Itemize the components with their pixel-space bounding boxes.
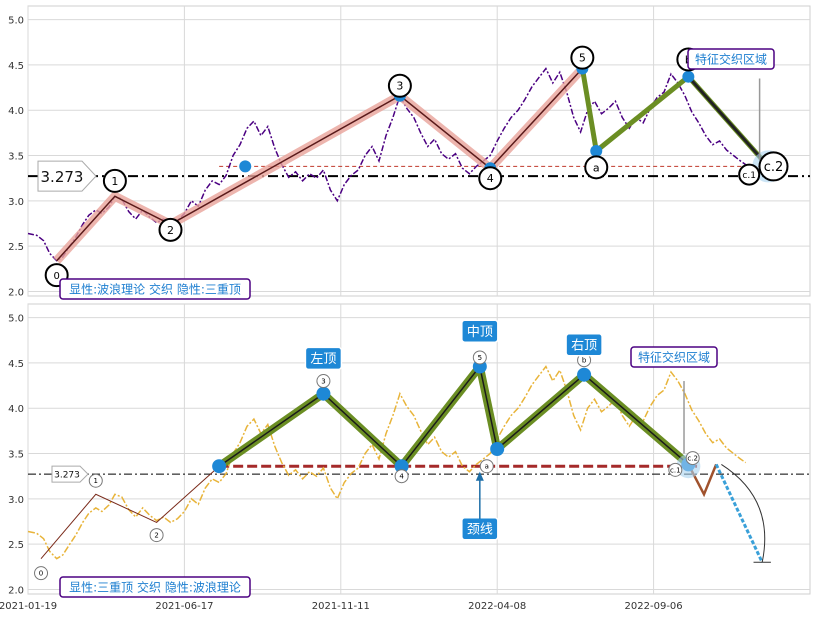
top-panel: 2.02.53.03.54.04.55.0012345abc.1c.23.273… [8,5,811,300]
y-tick-label: 2.0 [8,287,24,298]
impulse-wave-line [56,67,583,262]
wave-label: 1 [94,477,98,485]
pattern-label-left-top-box [304,346,343,371]
neckline-pointer-head [475,471,484,481]
wave-label: 4 [399,473,404,481]
x-tick-label: 2021-11-11 [312,601,370,612]
projection-line [714,463,764,563]
wave-label: 1 [111,175,118,188]
wave-thin-line [40,465,220,560]
pattern-label-right-top: 右顶 [571,338,597,353]
wave-label-circle [149,528,164,543]
wave-label-circle [478,166,503,191]
wave-label-circle [668,462,683,477]
wave-label: b [582,357,587,365]
wave-label-circle [685,451,700,466]
wave-label-circle [158,217,183,242]
pivot-marker [394,459,409,474]
y-tick-label: 3.5 [8,450,24,461]
wave-label: 0 [53,271,59,282]
wave-label-circle [738,163,761,186]
wave-label: c.2 [687,455,698,463]
wave-label: 2 [167,224,174,237]
bottom-panel: 2.0 2.5 3.0 3.5 4.0 4.5 5.0 2021-01-19 2021-06-1… [0,303,811,612]
y-tick-label: 3.0 [8,495,24,506]
y-tick-label: 5.0 [8,16,24,27]
y-tick-label: 2.5 [8,242,24,253]
price-series-line [27,365,747,560]
pivot-marker [590,145,603,157]
wave-label-circle [472,350,487,365]
wave-label: 5 [478,354,482,362]
reference-tag-label: 3.273 [54,471,80,481]
reference-tag-shape [37,160,97,192]
zone-label-box [687,48,775,70]
y-tick-label: 5.0 [8,314,24,325]
pattern-label-middle-top-box [461,319,499,343]
wave-label: c.1 [670,466,681,474]
projection-arc [721,463,766,563]
wave-label: c.2 [764,160,784,175]
y-tick-label: 4.5 [8,359,24,370]
wave-label-circle [387,73,412,98]
pivot-marker [316,386,331,401]
y-tick-label: 4.0 [8,404,24,415]
wave-label: 0 [39,570,43,578]
reference-tag-shape [51,465,89,483]
panel-caption: 显性:三重顶 交织 隐性:波浪理论 [69,579,241,594]
pivot-marker [490,442,505,456]
reference-tag-label: 3.273 [41,168,84,186]
pattern-label-middle-top: 中顶 [467,325,493,340]
pivot-marker [239,160,252,173]
pattern-label-right-top-box [565,333,603,357]
panel-caption-box [59,278,251,300]
x-tick-label: 2021-01-19 [0,601,57,612]
y-tick-label: 3.0 [8,197,24,208]
x-tick-label: 2022-09-06 [625,601,683,612]
wave-label-circle [88,473,103,488]
pattern-label-left-top: 左顶 [310,352,336,367]
wave-label-circle [316,374,331,389]
pivot-marker [577,367,592,382]
panel-caption-box [59,576,251,598]
wave-label-circle [102,168,127,193]
zone-label: 特征交织区域 [638,349,710,364]
wave-label-circle [479,459,494,474]
wave-label: 5 [579,52,586,65]
y-tick-label: 4.5 [8,61,24,72]
y-tick-label: 2.5 [8,540,24,551]
wave-label: a [593,161,600,174]
wave-label: 3 [321,378,325,386]
wave-label-circle [584,155,609,180]
wave-label: c.1 [742,171,756,181]
wave-label: 4 [487,172,494,185]
pivot-marker [212,459,227,474]
y-tick-label: 2.0 [8,585,24,596]
wave-label: a [485,463,489,471]
x-tick-label: 2022-04-08 [468,601,526,612]
zone-label-box [630,346,718,368]
y-tick-label: 3.5 [8,152,24,163]
wave-label-circle [34,566,49,581]
wave-label-circle [394,469,409,484]
x-tick-label: 2021-06-17 [155,601,213,612]
zone-label: 特征交织区域 [695,51,767,66]
wave-label: 3 [396,80,403,93]
y-tick-label: 4.0 [8,106,24,117]
wave-label: 2 [154,532,158,540]
pattern-label-neckline: 颈线 [467,522,493,537]
panel-caption: 显性:波浪理论 交织 隐性:三重顶 [69,281,241,296]
c-leg-line [687,75,770,168]
wave-label-circle [570,45,595,70]
pivot-marker [682,70,695,83]
wave-label-circle [758,151,789,182]
